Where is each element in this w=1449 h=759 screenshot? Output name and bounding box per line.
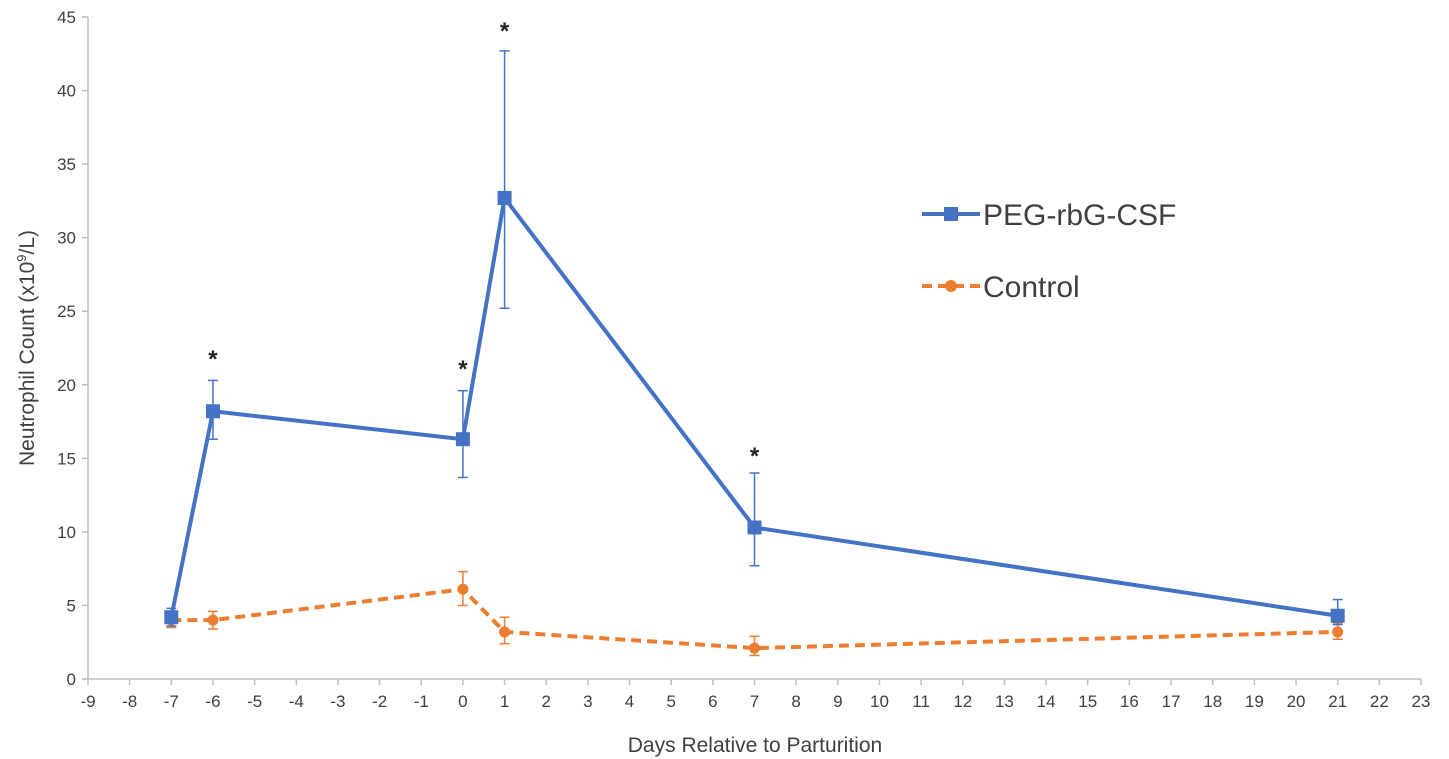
x-tick-label: 6 — [708, 692, 717, 711]
y-tick-label: 10 — [57, 523, 76, 542]
y-axis-title-sup: 9 — [14, 255, 29, 262]
significance-marker: * — [458, 356, 468, 383]
series-layer — [164, 50, 1345, 657]
legend-swatch-marker-peg — [944, 207, 958, 221]
data-point-peg — [747, 520, 762, 535]
series-line-peg — [169, 195, 1338, 618]
significance-marker: * — [500, 18, 510, 45]
y-tick-label: 0 — [67, 670, 76, 689]
data-point-control — [457, 583, 469, 595]
y-tick-label: 20 — [57, 376, 76, 395]
x-tick-label: 19 — [1245, 692, 1264, 711]
x-tick-label: 9 — [833, 692, 842, 711]
x-tick-label: 2 — [541, 692, 550, 711]
x-tick-label: 8 — [791, 692, 800, 711]
x-tick-label: 16 — [1120, 692, 1139, 711]
y-tick-label: 25 — [57, 302, 76, 321]
x-tick-label: -8 — [122, 692, 137, 711]
x-tick-label: 20 — [1287, 692, 1306, 711]
legend-swatch-marker-control — [945, 280, 957, 292]
x-tick-label: 5 — [666, 692, 675, 711]
x-tick-label: -1 — [414, 692, 429, 711]
x-tick-label: 18 — [1203, 692, 1222, 711]
data-point-control — [749, 642, 760, 654]
x-tick-label: 14 — [1037, 692, 1056, 711]
y-tick-label: 15 — [57, 449, 76, 468]
x-tick-label: 1 — [500, 692, 509, 711]
series-peg — [164, 50, 1345, 627]
axes — [82, 16, 1422, 685]
x-tick-label: 22 — [1370, 692, 1389, 711]
x-tick-label: 7 — [750, 692, 759, 711]
series-control — [165, 570, 1344, 657]
data-point-peg — [1330, 608, 1345, 623]
data-point-control — [1332, 626, 1344, 638]
significance-marker: * — [750, 443, 760, 470]
x-tick-label: -5 — [247, 692, 262, 711]
data-point-control — [499, 626, 511, 638]
legend-label-peg: PEG-rbG-CSF — [983, 199, 1176, 232]
legend-item-peg: PEG-rbG-CSF — [922, 199, 1176, 232]
x-tick-label: 3 — [583, 692, 592, 711]
y-tick-label: 45 — [57, 8, 76, 27]
x-tick-label: 12 — [953, 692, 972, 711]
x-tick-label: 10 — [870, 692, 889, 711]
data-point-peg — [205, 404, 220, 419]
x-tick-label: -9 — [80, 692, 95, 711]
x-tick-label: 15 — [1078, 692, 1097, 711]
x-tick-label: 0 — [458, 692, 467, 711]
x-tick-label: 4 — [625, 692, 634, 711]
y-axis-title-main: Neutrophil Count (x10 — [16, 262, 39, 466]
legend-item-control: Control — [922, 271, 1080, 304]
data-point-control — [207, 614, 219, 626]
data-point-peg — [497, 190, 512, 205]
y-tick-label: 40 — [57, 82, 76, 101]
annotations: * * * * — [208, 18, 760, 470]
legend: PEG-rbG-CSF Control — [922, 199, 1176, 304]
x-tick-label: 13 — [995, 692, 1014, 711]
x-tick-label: 21 — [1328, 692, 1347, 711]
y-tick-labels: 0 5 10 15 20 25 30 35 40 45 — [57, 8, 76, 689]
x-tick-label: -4 — [289, 692, 304, 711]
y-axis-title-end: /L) — [16, 230, 39, 255]
x-axis-title: Days Relative to Parturition — [628, 734, 882, 757]
x-tick-labels: -9 -8 -7 -6 -5 -4 -3 -2 -1 0 1 2 3 4 5 6 7 8 9 10 11 12 13 14 15… — [80, 692, 1430, 711]
x-tick-label: -2 — [372, 692, 387, 711]
x-tick-label: 23 — [1412, 692, 1431, 711]
x-tick-label: -7 — [164, 692, 179, 711]
series-line-control — [171, 587, 1338, 651]
x-tick-label: -3 — [330, 692, 345, 711]
y-axis-title: Neutrophil Count (x109/L) — [14, 230, 39, 466]
x-tick-label: 11 — [912, 692, 930, 711]
x-tick-label: -6 — [205, 692, 220, 711]
y-tick-label: 5 — [67, 596, 76, 615]
legend-label-control: Control — [983, 271, 1080, 304]
significance-marker: * — [208, 346, 218, 373]
y-tick-label: 30 — [57, 229, 76, 248]
data-point-peg — [455, 432, 470, 447]
x-tick-label: 17 — [1162, 692, 1181, 711]
data-point-peg — [164, 610, 179, 625]
y-tick-label: 35 — [57, 155, 76, 174]
